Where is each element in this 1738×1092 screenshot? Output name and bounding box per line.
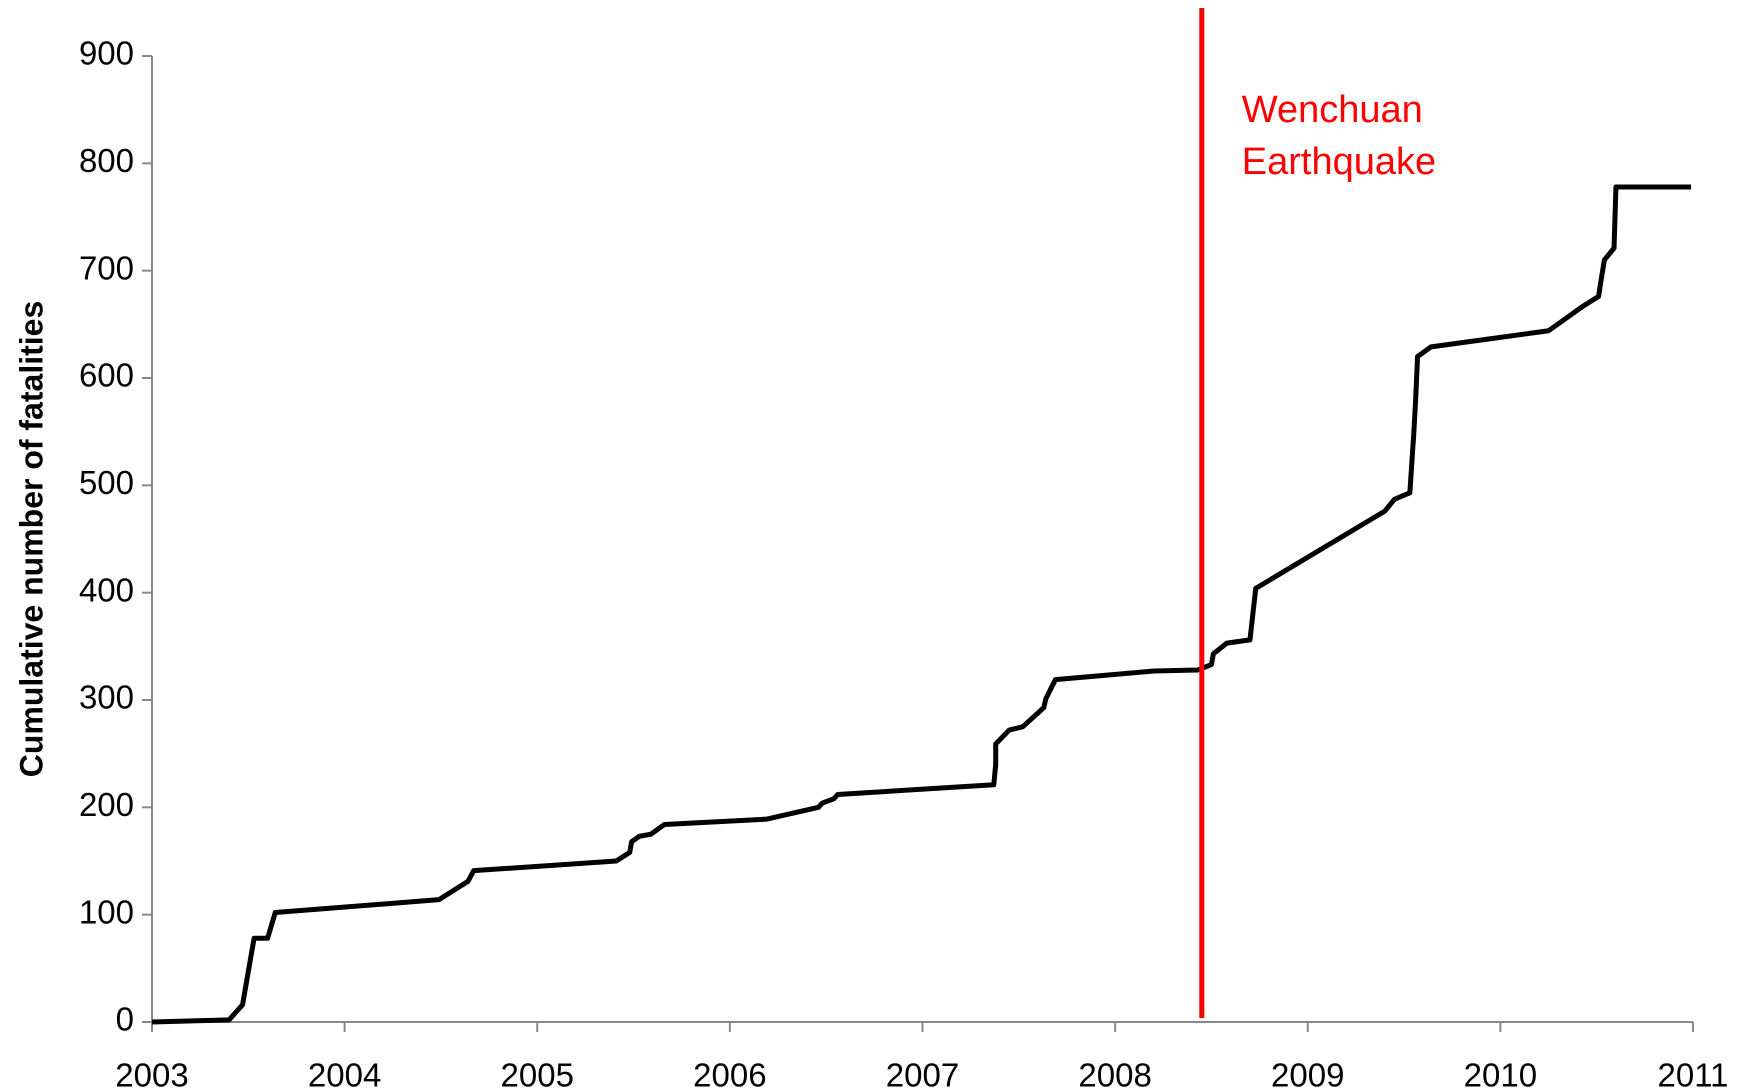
annotation-text: Wenchuan: [1242, 89, 1423, 131]
x-tick-label: 2007: [886, 1057, 959, 1092]
x-tick-label: 2006: [693, 1057, 766, 1092]
y-tick-label: 500: [79, 464, 134, 501]
x-tick-label: 2003: [115, 1057, 188, 1092]
x-tick-label: 2004: [308, 1057, 381, 1092]
y-tick-label: 900: [79, 35, 134, 72]
x-tick-label: 2008: [1078, 1057, 1151, 1092]
y-tick-label: 200: [79, 786, 134, 823]
data-line: [151, 184, 1692, 1025]
x-tick-label: 2005: [501, 1057, 574, 1092]
y-tick-label: 100: [79, 893, 134, 930]
y-tick-label: 600: [79, 357, 134, 394]
x-tick-label: 2010: [1464, 1057, 1537, 1092]
y-tick-label: 800: [79, 142, 134, 179]
y-tick-label: 400: [79, 571, 134, 608]
x-tick-label: 2009: [1271, 1057, 1344, 1092]
y-tick-label: 700: [79, 249, 134, 286]
y-axis-label: Cumulative number of fatalities: [13, 301, 49, 778]
annotation-text: Earthquake: [1242, 141, 1436, 183]
x-tick-label: 2011: [1658, 1057, 1729, 1092]
y-tick-label: 300: [79, 679, 134, 716]
y-tick-label: 0: [116, 1001, 134, 1038]
